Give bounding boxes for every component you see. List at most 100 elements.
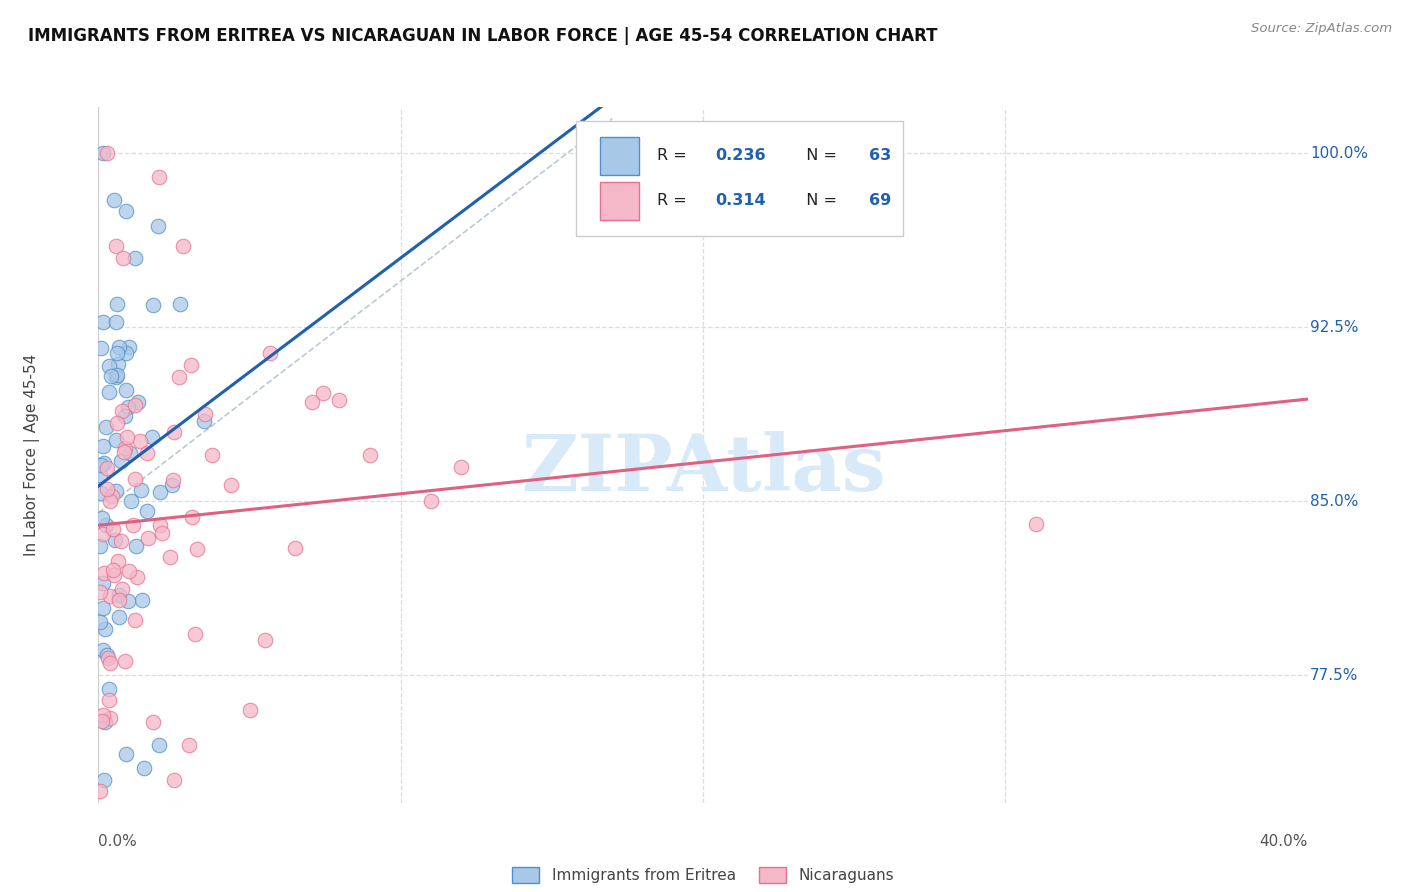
Point [105, 315, 128, 329]
Point [89, 615, 111, 629]
Point [284, 541, 307, 555]
Point [97, 693, 120, 707]
Point [114, 204, 136, 219]
Point [105, 239, 128, 253]
Point [124, 613, 146, 627]
Point [91, 527, 114, 541]
Point [107, 357, 129, 371]
Text: 0.236: 0.236 [716, 148, 766, 163]
Point [97, 359, 120, 374]
Point [194, 408, 217, 422]
FancyBboxPatch shape [576, 121, 903, 235]
Point [96, 482, 118, 496]
Point [136, 531, 159, 545]
Text: N =: N = [796, 148, 842, 163]
Point [96, 517, 118, 532]
Point [105, 370, 128, 384]
Point [98, 711, 121, 725]
Point [127, 395, 149, 409]
Point [124, 539, 146, 553]
Text: Source: ZipAtlas.com: Source: ZipAtlas.com [1251, 22, 1392, 36]
Point [115, 383, 138, 397]
Point [184, 627, 207, 641]
Point [90, 458, 112, 473]
Point [98, 589, 121, 603]
Point [124, 472, 146, 486]
Point [148, 738, 170, 752]
Point [91, 146, 114, 161]
Point [120, 494, 142, 508]
Point [253, 633, 276, 648]
Point [96, 146, 118, 161]
Point [118, 446, 141, 460]
Point [118, 340, 141, 354]
Point [89, 585, 111, 599]
Point [135, 446, 157, 460]
Point [115, 430, 138, 444]
Point [146, 219, 169, 233]
Point [259, 346, 281, 360]
Point [90, 714, 112, 729]
Point [91, 439, 114, 453]
Point [96, 461, 118, 475]
Point [91, 642, 114, 657]
Point [360, 448, 382, 462]
Point [149, 485, 172, 500]
Point [163, 425, 186, 440]
Text: In Labor Force | Age 45-54: In Labor Force | Age 45-54 [24, 354, 39, 556]
Text: 0.0%: 0.0% [98, 834, 138, 849]
Point [115, 346, 138, 360]
Point [98, 384, 121, 399]
Point [131, 593, 153, 607]
Text: 100.0%: 100.0% [1310, 146, 1368, 161]
Point [97, 682, 120, 697]
Point [450, 459, 472, 474]
Text: IMMIGRANTS FROM ERITREA VS NICARAGUAN IN LABOR FORCE | AGE 45-54 CORRELATION CHA: IMMIGRANTS FROM ERITREA VS NICARAGUAN IN… [28, 27, 938, 45]
Point [141, 430, 163, 444]
Point [181, 509, 204, 524]
Point [301, 394, 323, 409]
Point [89, 467, 111, 482]
Point [117, 594, 139, 608]
Legend: Immigrants from Eritrea, Nicaraguans: Immigrants from Eritrea, Nicaraguans [506, 861, 900, 889]
Point [328, 393, 350, 408]
Point [180, 358, 202, 372]
Text: 40.0%: 40.0% [1260, 834, 1308, 849]
Point [142, 714, 165, 729]
Point [193, 414, 215, 428]
Point [101, 562, 124, 576]
Point [96, 419, 118, 434]
Point [114, 409, 136, 424]
FancyBboxPatch shape [600, 136, 638, 175]
Text: 92.5%: 92.5% [1310, 320, 1358, 334]
Point [121, 517, 143, 532]
Point [110, 533, 132, 548]
Text: N =: N = [796, 194, 842, 209]
Point [107, 554, 129, 568]
Point [312, 386, 335, 401]
Point [167, 370, 190, 384]
Point [108, 588, 131, 602]
Point [90, 341, 112, 355]
Point [90, 486, 112, 500]
Point [179, 738, 201, 752]
Point [219, 478, 242, 492]
Point [100, 368, 122, 383]
Point [93, 456, 115, 470]
Point [162, 478, 184, 492]
Point [169, 297, 191, 311]
Point [91, 601, 114, 615]
Point [172, 239, 194, 253]
Point [101, 489, 124, 503]
Text: 69: 69 [869, 194, 891, 209]
Point [103, 193, 125, 207]
Point [101, 522, 124, 536]
Point [93, 772, 115, 787]
Point [111, 251, 134, 265]
Point [93, 566, 115, 580]
Text: 63: 63 [869, 148, 891, 163]
Point [118, 565, 141, 579]
Point [163, 772, 186, 787]
Point [142, 298, 165, 312]
Point [162, 474, 184, 488]
